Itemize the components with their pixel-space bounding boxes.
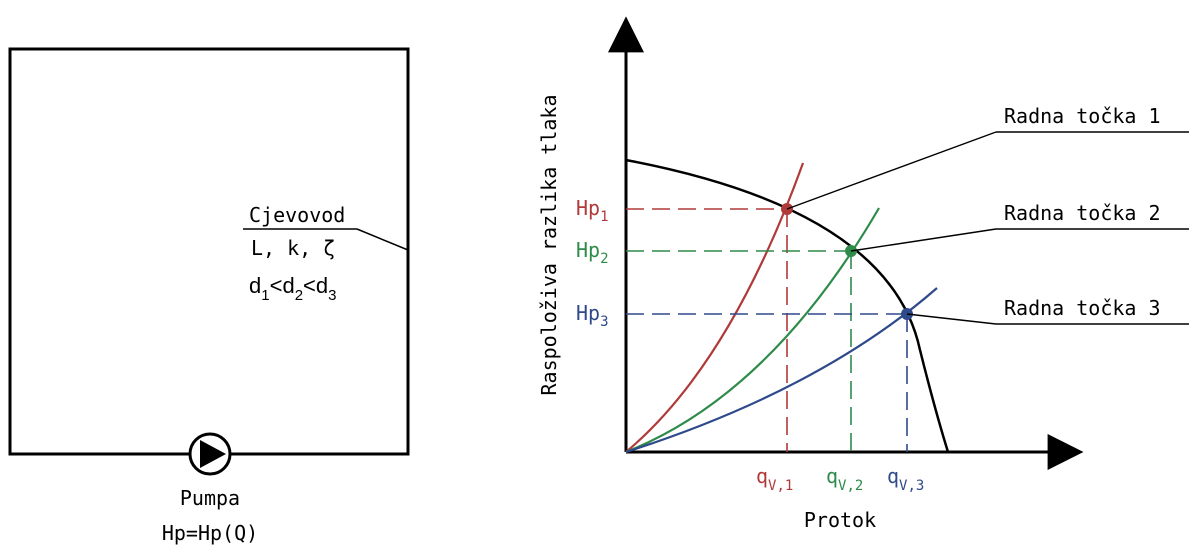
pipe-loop: [8, 47, 410, 456]
pump-relation: Hp=Hp(Q): [162, 521, 258, 545]
y-axis-label: Raspoloživa razlika tlaka: [537, 94, 561, 395]
head-label-2: Hp2: [576, 238, 609, 267]
pump-symbol: [188, 432, 232, 476]
operating-point-2: Hp2 qV,2 Radna točka 2: [576, 201, 1189, 494]
pump-curve: [625, 158, 950, 453]
leader-line-3: [906, 313, 997, 325]
leader-line-2: [850, 228, 997, 252]
pipe-params: L, k, ζ: [251, 236, 335, 260]
flow-label-1: qV,1: [756, 464, 793, 494]
pipe-title: Cjevovod: [249, 203, 345, 227]
callout-label-2: Radna točka 2: [1004, 201, 1161, 225]
head-label-1: Hp1: [576, 196, 609, 225]
pump-arrow-icon: [200, 440, 226, 468]
operating-point-3: Hp3 qV,3 Radna točka 3: [576, 296, 1189, 494]
operating-point-1: Hp1 qV,1 Radna točka 1: [576, 104, 1189, 494]
callout-label-3: Radna točka 3: [1004, 296, 1161, 320]
diameter-relation: d1<d2<d3: [249, 273, 337, 304]
flow-label-2: qV,2: [826, 464, 863, 494]
leader-line-1: [786, 131, 997, 210]
pump-label: Pumpa: [180, 486, 240, 510]
x-axis-label: Protok: [804, 508, 876, 532]
pipe-leader-line: [356, 228, 409, 251]
performance-graph: Raspoloživa razlika tlaka Protok Hp1 qV,…: [537, 16, 1189, 532]
flow-label-3: qV,3: [887, 464, 924, 494]
callout-label-1: Radna točka 1: [1004, 104, 1161, 128]
head-label-3: Hp3: [576, 301, 609, 330]
system-curve-3: [625, 287, 938, 454]
pipe-circuit: Cjevovod L, k, ζ d1<d2<d3 Pumpa Hp=Hp(Q): [8, 47, 410, 545]
system-curve-1: [625, 162, 805, 453]
